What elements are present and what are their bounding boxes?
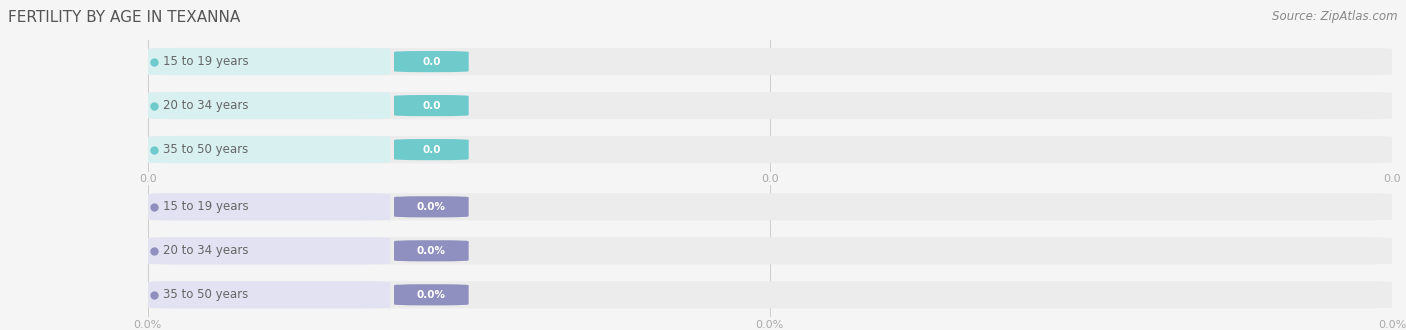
FancyBboxPatch shape bbox=[148, 92, 391, 119]
FancyBboxPatch shape bbox=[148, 193, 1392, 220]
Text: 20 to 34 years: 20 to 34 years bbox=[163, 99, 247, 112]
Text: 15 to 19 years: 15 to 19 years bbox=[163, 55, 249, 68]
FancyBboxPatch shape bbox=[148, 136, 1392, 163]
Text: Source: ZipAtlas.com: Source: ZipAtlas.com bbox=[1272, 10, 1398, 23]
Text: FERTILITY BY AGE IN TEXANNA: FERTILITY BY AGE IN TEXANNA bbox=[8, 10, 240, 25]
Text: 0.0: 0.0 bbox=[422, 101, 440, 111]
FancyBboxPatch shape bbox=[148, 92, 1392, 119]
Text: 35 to 50 years: 35 to 50 years bbox=[163, 143, 247, 156]
FancyBboxPatch shape bbox=[148, 48, 1392, 75]
FancyBboxPatch shape bbox=[394, 284, 468, 305]
FancyBboxPatch shape bbox=[148, 193, 391, 220]
FancyBboxPatch shape bbox=[148, 136, 391, 163]
FancyBboxPatch shape bbox=[394, 95, 468, 116]
FancyBboxPatch shape bbox=[148, 281, 1392, 309]
FancyBboxPatch shape bbox=[394, 51, 468, 72]
Text: 0.0: 0.0 bbox=[422, 57, 440, 67]
Text: 15 to 19 years: 15 to 19 years bbox=[163, 200, 249, 213]
FancyBboxPatch shape bbox=[148, 281, 391, 309]
FancyBboxPatch shape bbox=[394, 240, 468, 261]
Text: 0.0%: 0.0% bbox=[416, 290, 446, 300]
Text: 0.0%: 0.0% bbox=[416, 246, 446, 256]
FancyBboxPatch shape bbox=[148, 237, 391, 264]
FancyBboxPatch shape bbox=[394, 196, 468, 217]
FancyBboxPatch shape bbox=[394, 139, 468, 160]
Text: 0.0%: 0.0% bbox=[416, 202, 446, 212]
Text: 20 to 34 years: 20 to 34 years bbox=[163, 244, 247, 257]
FancyBboxPatch shape bbox=[148, 237, 1392, 264]
FancyBboxPatch shape bbox=[148, 48, 391, 75]
Text: 35 to 50 years: 35 to 50 years bbox=[163, 288, 247, 301]
Text: 0.0: 0.0 bbox=[422, 145, 440, 154]
